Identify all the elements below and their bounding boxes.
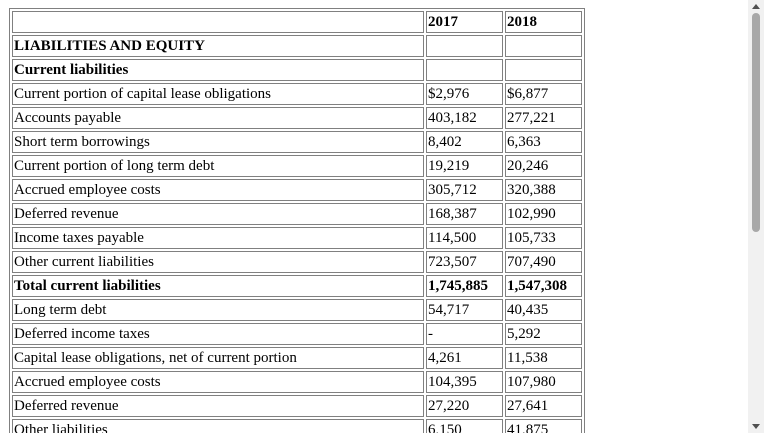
cell-value bbox=[505, 35, 582, 57]
cell-value: 102,990 bbox=[505, 203, 582, 225]
row-label: Other current liabilities bbox=[12, 251, 424, 273]
row-label: Accounts payable bbox=[12, 107, 424, 129]
cell-value: 168,387 bbox=[426, 203, 503, 225]
cell-value: 2017 bbox=[426, 11, 503, 33]
cell-value: 27,641 bbox=[505, 395, 582, 417]
cell-value: 320,388 bbox=[505, 179, 582, 201]
table-row: Deferred income taxes -5,292 bbox=[12, 323, 582, 345]
table-row: Long term debt 54,717 40,435 bbox=[12, 299, 582, 321]
scroll-thumb[interactable] bbox=[752, 13, 760, 232]
row-label: Accrued employee costs bbox=[12, 179, 424, 201]
cell-value: 5,292 bbox=[505, 323, 582, 345]
cell-value: 40,435 bbox=[505, 299, 582, 321]
cell-value: 27,220 bbox=[426, 395, 503, 417]
cell-value: 107,980 bbox=[505, 371, 582, 393]
row-label bbox=[12, 11, 424, 33]
cell-value: 54,717 bbox=[426, 299, 503, 321]
cell-value: 105,733 bbox=[505, 227, 582, 249]
cell-value: 277,221 bbox=[505, 107, 582, 129]
cell-value: 104,395 bbox=[426, 371, 503, 393]
row-label: Long term debt bbox=[12, 299, 424, 321]
balance-table: 2017 2018 LIABILITIES AND EQUITY Current li… bbox=[9, 8, 585, 433]
table-row: Other current liabilities 723,507 707,490 bbox=[12, 251, 582, 273]
row-label: Income taxes payable bbox=[12, 227, 424, 249]
cell-value: 1,745,885 bbox=[426, 275, 503, 297]
cell-value: $2,976 bbox=[426, 83, 503, 105]
table-row: Capital lease obligations, net of curren… bbox=[12, 347, 582, 369]
row-label: Accrued employee costs bbox=[12, 371, 424, 393]
table-row: Accrued employee costs 104,395 107,980 bbox=[12, 371, 582, 393]
table-row: 2017 2018 bbox=[12, 11, 582, 33]
cell-value bbox=[426, 59, 503, 81]
row-label: Current liabilities bbox=[12, 59, 424, 81]
cell-value bbox=[426, 35, 503, 57]
cell-value: 707,490 bbox=[505, 251, 582, 273]
cell-value: - bbox=[426, 323, 503, 345]
table-row: Accrued employee costs 305,712 320,388 bbox=[12, 179, 582, 201]
row-label: Short term borrowings bbox=[12, 131, 424, 153]
table-row: Current portion of capital lease obligat… bbox=[12, 83, 582, 105]
row-label: Total current liabilities bbox=[12, 275, 424, 297]
cell-value: 11,538 bbox=[505, 347, 582, 369]
cell-value: $6,877 bbox=[505, 83, 582, 105]
row-label: Capital lease obligations, net of curren… bbox=[12, 347, 424, 369]
scrollbar[interactable] bbox=[748, 0, 764, 433]
row-label: Deferred revenue bbox=[12, 395, 424, 417]
table-row: Short term borrowings 8,402 6,363 bbox=[12, 131, 582, 153]
cell-value: 305,712 bbox=[426, 179, 503, 201]
cell-value: 723,507 bbox=[426, 251, 503, 273]
table-row: Other liabilities 6,150 41,875 bbox=[12, 419, 582, 433]
cell-value: 19,219 bbox=[426, 155, 503, 177]
table-row: Deferred revenue 27,220 27,641 bbox=[12, 395, 582, 417]
row-label: Other liabilities bbox=[12, 419, 424, 433]
row-label: LIABILITIES AND EQUITY bbox=[12, 35, 424, 57]
scroll-up[interactable] bbox=[752, 4, 760, 9]
cell-value: 6,150 bbox=[426, 419, 503, 433]
cell-value: 20,246 bbox=[505, 155, 582, 177]
table-row: Accounts payable 403,182 277,221 bbox=[12, 107, 582, 129]
table-row: Current liabilities bbox=[12, 59, 582, 81]
table-row: Total current liabilities 1,745,885 1,547,… bbox=[12, 275, 582, 297]
row-label: Deferred revenue bbox=[12, 203, 424, 225]
cell-value: 114,500 bbox=[426, 227, 503, 249]
cell-value: 2018 bbox=[505, 11, 582, 33]
cell-value: 41,875 bbox=[505, 419, 582, 433]
cell-value: 4,261 bbox=[426, 347, 503, 369]
cell-value: 403,182 bbox=[426, 107, 503, 129]
scroll-down[interactable] bbox=[752, 424, 760, 429]
cell-value: 6,363 bbox=[505, 131, 582, 153]
row-label: Deferred income taxes bbox=[12, 323, 424, 345]
table-row: Income taxes payable 114,500 105,733 bbox=[12, 227, 582, 249]
cell-value: 1,547,308 bbox=[505, 275, 582, 297]
row-label: Current portion of capital lease obligat… bbox=[12, 83, 424, 105]
cell-value: 8,402 bbox=[426, 131, 503, 153]
cell-value bbox=[505, 59, 582, 81]
table-row: Current portion of long term debt 19,219 2… bbox=[12, 155, 582, 177]
table-row: LIABILITIES AND EQUITY bbox=[12, 35, 582, 57]
table-row: Deferred revenue 168,387 102,990 bbox=[12, 203, 582, 225]
row-label: Current portion of long term debt bbox=[12, 155, 424, 177]
